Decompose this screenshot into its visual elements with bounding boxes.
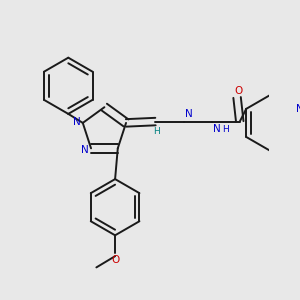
Text: N: N bbox=[73, 117, 81, 127]
Text: H: H bbox=[222, 124, 229, 134]
Text: N: N bbox=[184, 109, 192, 119]
Text: H: H bbox=[153, 127, 159, 136]
Text: N: N bbox=[296, 104, 300, 114]
Text: O: O bbox=[111, 255, 119, 265]
Text: N: N bbox=[81, 145, 89, 155]
Text: O: O bbox=[234, 86, 243, 96]
Text: N: N bbox=[213, 124, 220, 134]
